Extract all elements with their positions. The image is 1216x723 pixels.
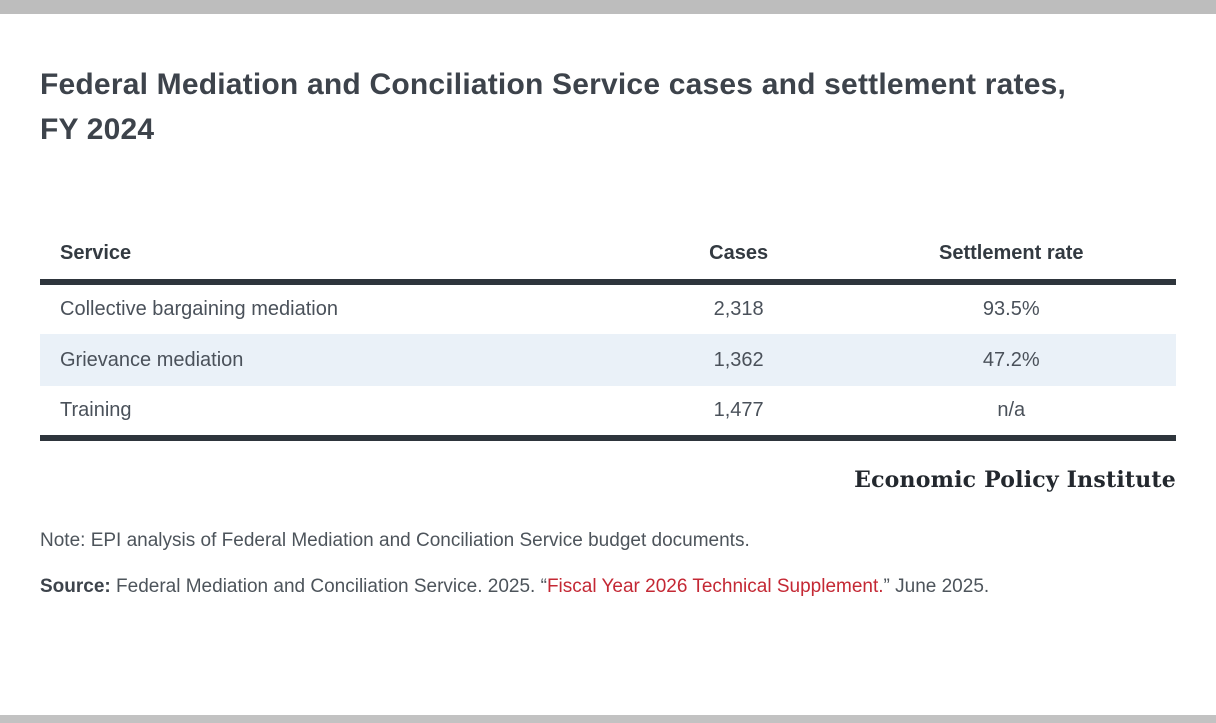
- table-row: Collective bargaining mediation 2,318 93…: [40, 282, 1176, 334]
- page-title: Federal Mediation and Conciliation Servi…: [40, 68, 1067, 146]
- cases-table: Service Cases Settlement rate Collective…: [40, 242, 1176, 441]
- cell-settlement-rate: 93.5%: [982, 298, 1040, 320]
- cell-service: Collective bargaining mediation: [60, 298, 338, 320]
- table-row: Training 1,477 n/a: [40, 386, 1176, 441]
- column-header-cases: Cases: [630, 242, 847, 285]
- cell-cases: 2,318: [713, 298, 764, 320]
- figure-container: Federal Mediation and Conciliation Servi…: [0, 14, 1216, 603]
- bottom-border-bar: [0, 715, 1216, 723]
- note-text: Note: EPI analysis of Federal Mediation …: [40, 530, 750, 551]
- epi-wordmark: Economic Policy Institute: [854, 467, 1176, 493]
- table-row: Grievance mediation 1,362 47.2%: [40, 334, 1176, 386]
- cell-settlement-rate: n/a: [846, 386, 1176, 441]
- source-link[interactable]: Fiscal Year 2026 Technical Supplement.: [546, 576, 884, 597]
- cell-settlement-rate: 47.2%: [846, 334, 1176, 386]
- top-border-bar: [0, 0, 1216, 14]
- cell-service: Training: [40, 386, 631, 441]
- cell-cases: 1,477: [630, 386, 847, 441]
- source-text: Source: Federal Mediation and Conciliati…: [40, 571, 1176, 603]
- cell-cases: 1,362: [630, 334, 847, 386]
- column-header-settlement-rate: Settlement rate: [846, 242, 1176, 285]
- source-label: Source:: [40, 576, 111, 597]
- cell-service: Grievance mediation: [40, 334, 631, 386]
- column-header-service: Service: [40, 242, 631, 285]
- source-citation-before: Federal Mediation and Conciliation Servi…: [110, 576, 547, 597]
- table-header-row: Service Cases Settlement rate: [40, 242, 1176, 285]
- logo-row: Economic Policy Institute: [40, 467, 1176, 493]
- source-citation-after: ” June 2025.: [883, 576, 990, 597]
